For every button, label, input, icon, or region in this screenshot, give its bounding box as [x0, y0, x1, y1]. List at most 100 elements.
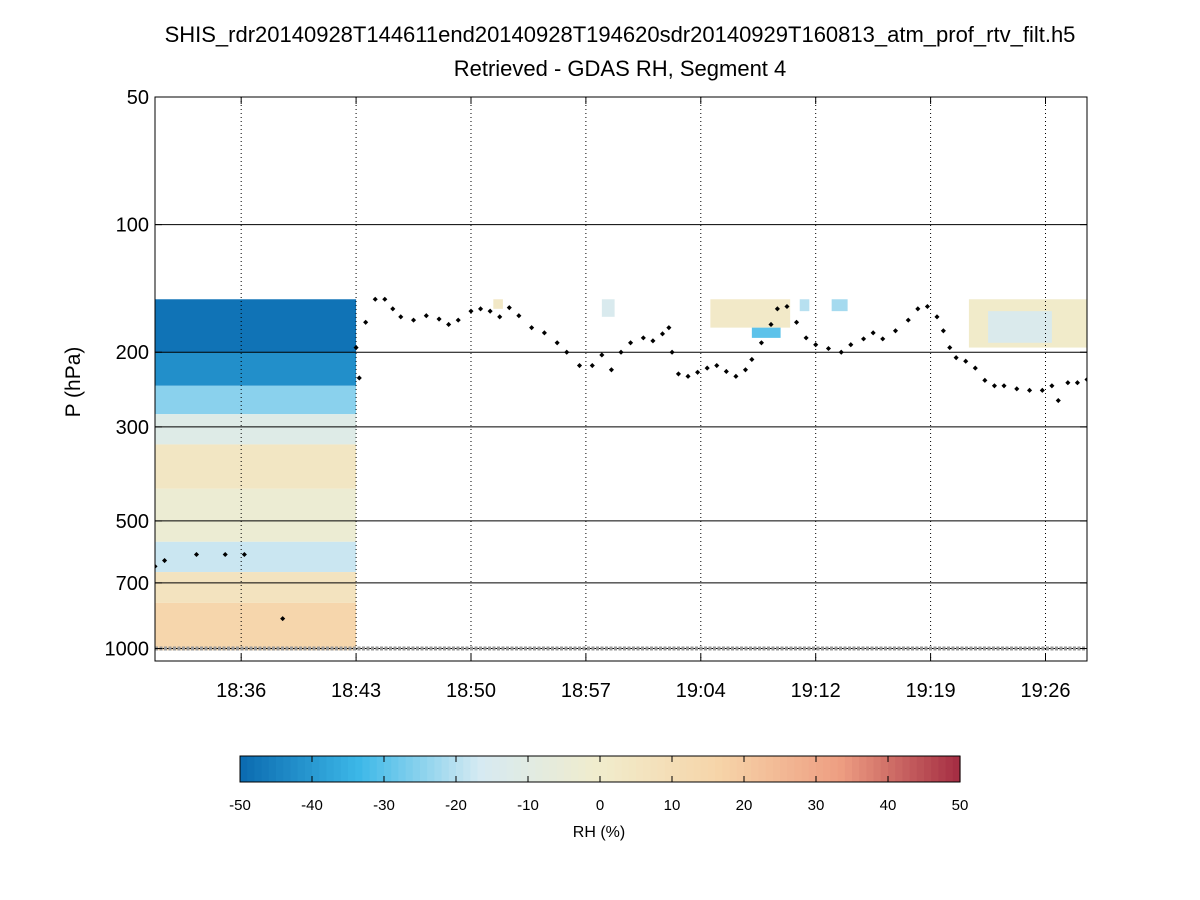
colorbar-swatch-84: [844, 756, 853, 782]
tropopause-point-64: [924, 303, 930, 310]
x-tick-label-4: 19:04: [676, 680, 726, 702]
colorbar-tick-label-1: -40: [301, 797, 323, 814]
x-tick-label-2: 18:50: [446, 680, 496, 702]
colorbar-swatch-75: [780, 756, 788, 782]
tropopause-point-39: [675, 371, 681, 377]
tropopause-point-68: [953, 355, 959, 361]
tropopause-point-80: [1074, 380, 1080, 386]
colorbar-swatch-68: [729, 756, 738, 782]
colorbar-swatch-34: [484, 756, 493, 782]
colorbar-label: RH (%): [573, 824, 625, 841]
y-axis-label: P (hPa): [62, 347, 85, 418]
tropopause-point-54: [813, 342, 819, 348]
colorbar-swatch-76: [787, 756, 795, 782]
heatmap-cell-8: [155, 602, 357, 651]
colorbar-swatch-4: [268, 756, 277, 782]
tropopause-point-19: [478, 306, 484, 312]
tropopause-point-26: [554, 340, 560, 346]
tropopause-point-35: [650, 338, 656, 344]
colorbar-swatch-5: [276, 756, 284, 782]
colorbar-swatch-74: [772, 756, 781, 782]
x-tick-label-6: 19:19: [906, 680, 956, 702]
colorbar-swatch-72: [758, 756, 767, 782]
x-tick-label-5: 19:12: [791, 680, 841, 702]
colorbar-tick-label-6: 10: [664, 797, 681, 814]
colorbar-tick-label-9: 40: [880, 797, 897, 814]
colorbar-swatch-60: [672, 756, 680, 782]
colorbar-swatch-46: [571, 756, 579, 782]
tropopause-point-73: [1001, 383, 1007, 389]
colorbar-swatch-56: [643, 756, 651, 782]
heatmap-cell-9: [710, 299, 791, 328]
colorbar-tick-label-4: -10: [517, 797, 539, 814]
tropopause-point-29: [589, 362, 595, 369]
y-tick-label-2: 200: [116, 342, 149, 364]
colorbar-swatch-38: [513, 756, 522, 782]
tropopause-point-15: [436, 316, 442, 322]
heatmap-cell-1: [155, 352, 357, 386]
colorbar-swatch-48: [585, 756, 594, 782]
colorbar-swatch-43: [549, 756, 558, 782]
heatmap-cell-12: [831, 299, 848, 312]
y-tick-label-4: 500: [116, 511, 149, 533]
colorbar-swatch-6: [283, 756, 291, 782]
tropopause-point-23: [516, 313, 522, 319]
tropopause-point-77: [1049, 383, 1055, 389]
plot-area-frame: [154, 96, 1088, 662]
colorbar-tick-label-8: 30: [808, 797, 825, 814]
colorbar-swatch-50: [600, 756, 608, 782]
colorbar-swatch-65: [708, 756, 716, 782]
heatmap-cell-3: [155, 414, 357, 445]
colorbar-swatch-85: [852, 756, 860, 782]
tropopause-point-63: [915, 306, 921, 312]
tropopause-point-27: [564, 349, 570, 355]
colorbar-swatch-13: [333, 756, 342, 782]
colorbar-tick-label-5: 0: [596, 797, 604, 814]
heatmap-cell-11: [601, 299, 615, 317]
x-tick-label-7: 19:26: [1020, 680, 1070, 702]
heatmap-cell-0: [155, 299, 357, 353]
colorbar-swatch-78: [801, 756, 810, 782]
tropopause-point-16: [446, 321, 452, 328]
tropopause-point-47: [749, 356, 755, 362]
colorbar-swatch-39: [520, 756, 529, 782]
colorbar-swatch-17: [362, 756, 371, 782]
colorbar-swatch-3: [261, 756, 270, 782]
tropopause-point-42: [704, 365, 710, 371]
x-tick-label-0: 18:36: [216, 680, 266, 702]
colorbar-swatch-29: [448, 756, 457, 782]
tropopause-point-11: [390, 306, 396, 312]
tropopause-point-55: [825, 345, 832, 352]
tropopause-point-72: [991, 383, 997, 389]
colorbar-swatch-22: [398, 756, 407, 782]
tropopause-point-44: [723, 368, 729, 374]
y-tick-label-5: 700: [116, 573, 149, 595]
colorbar-swatch-41: [535, 756, 543, 782]
tropopause-point-6: [353, 345, 359, 351]
heatmap-cell-5: [155, 488, 357, 542]
colorbar-swatch-36: [499, 756, 507, 782]
colorbar-swatch-33: [477, 756, 486, 782]
colorbar-swatch-14: [340, 756, 349, 782]
colorbar-swatch-1: [247, 756, 255, 782]
tropopause-point-7: [356, 375, 362, 381]
tropopause-point-69: [963, 358, 969, 364]
colorbar-swatch-87: [866, 756, 875, 782]
colorbar-swatch-92: [902, 756, 911, 782]
colorbar-swatch-94: [916, 756, 925, 782]
colorbar-swatch-90: [888, 756, 896, 782]
heatmap-cells: [155, 299, 1087, 651]
colorbar-tick-label-7: 20: [736, 797, 753, 814]
colorbar-swatch-96: [931, 756, 939, 782]
colorbar-swatch-57: [650, 756, 659, 782]
tropopause-point-10: [382, 296, 388, 302]
colorbar-swatch-53: [621, 756, 630, 782]
colorbar-swatch-47: [578, 756, 587, 782]
colorbar-swatch-77: [794, 756, 803, 782]
tropopause-point-34: [640, 335, 646, 341]
heatmap-cell-6: [155, 541, 357, 573]
heatmap-cell-7: [155, 572, 357, 603]
colorbar-swatch-10: [312, 756, 320, 782]
tropopause-point-36: [659, 331, 666, 337]
